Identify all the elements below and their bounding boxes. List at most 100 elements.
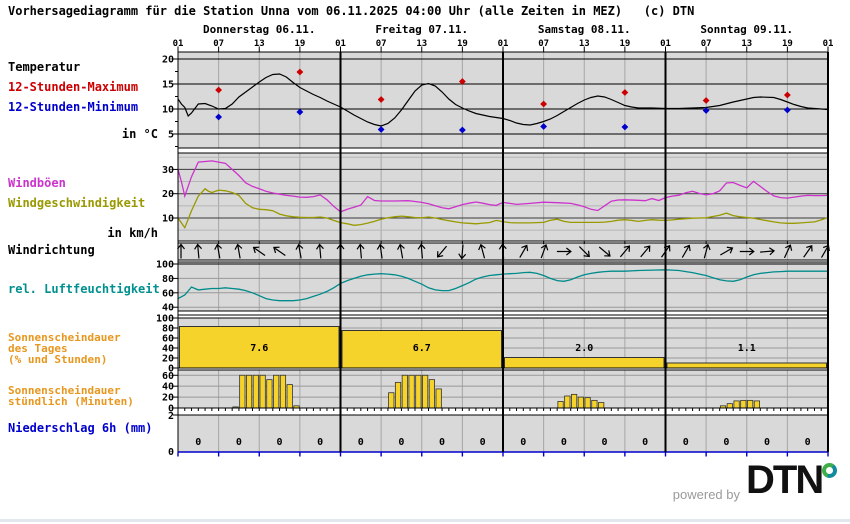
wind-direction-arrow bbox=[458, 244, 467, 260]
sun-hourly-bar bbox=[401, 374, 408, 409]
temp-max-marker bbox=[458, 78, 466, 85]
humidity-curve bbox=[177, 269, 828, 302]
page-title: Vorhersagediagramm für die Station Unna … bbox=[8, 4, 695, 18]
label-sun-daily-2: des Tages bbox=[8, 342, 68, 355]
sun-hourly-bar bbox=[598, 402, 605, 409]
temp-max-marker bbox=[540, 100, 548, 108]
precip-ytick-label: 0 bbox=[168, 447, 174, 458]
sun-daily-bar bbox=[179, 326, 340, 369]
sun-hourly-bar bbox=[740, 399, 747, 409]
wind-direction-arrow bbox=[703, 243, 711, 259]
hour-label: 19 bbox=[782, 39, 793, 49]
sun-hourly-bar bbox=[571, 393, 578, 409]
wind-direction-arrow bbox=[177, 243, 185, 259]
wind-direction-arrow bbox=[681, 244, 691, 258]
label-sun-daily-1: Sonnenscheindauer bbox=[8, 331, 121, 344]
precip-cell-value: 0 bbox=[561, 437, 567, 448]
sun-hourly-ytick-label: 0 bbox=[168, 404, 174, 415]
temp-min-marker bbox=[783, 106, 791, 114]
sun-hourly-bar bbox=[394, 381, 402, 409]
sun-daily-bar-label: 1.1 bbox=[738, 343, 756, 354]
wind-direction-arrow bbox=[760, 247, 776, 256]
sun-hourly-bar bbox=[753, 400, 760, 409]
precip-cell-value: 0 bbox=[277, 437, 283, 448]
sun-daily-ytick-label: 100 bbox=[156, 314, 174, 325]
sun-hourly-ytick-label: 20 bbox=[162, 393, 174, 404]
sun-hourly-bar bbox=[428, 379, 435, 409]
sun-daily-ytick-label: 0 bbox=[168, 364, 174, 375]
sun-hourly-bar bbox=[279, 374, 287, 409]
wind-direction-arrow bbox=[194, 243, 203, 259]
wind-direction-arrow bbox=[356, 243, 365, 259]
sun-daily-ytick-label: 80 bbox=[162, 324, 174, 335]
temp-min-marker bbox=[621, 123, 629, 131]
wind-direction-arrow bbox=[214, 243, 223, 259]
wind-direction-arrow bbox=[598, 246, 611, 257]
sun-daily-ytick-label: 60 bbox=[162, 334, 174, 345]
temperature-curve bbox=[177, 73, 829, 127]
sun-hourly-bar bbox=[726, 403, 733, 409]
time-axis: Donnerstag 06.11. Freitag 07.11. Samstag 0… bbox=[173, 23, 833, 52]
sun-hourly-bar bbox=[408, 374, 415, 409]
bottom-divider bbox=[0, 519, 850, 522]
precip-cell-value: 0 bbox=[602, 437, 608, 448]
temp-max-marker bbox=[377, 96, 385, 103]
wind-direction-arrow bbox=[396, 243, 405, 259]
sun-hourly-bar bbox=[286, 384, 293, 409]
temp-max-marker bbox=[215, 86, 223, 94]
label-wind-unit: in km/h bbox=[107, 226, 158, 240]
day-label: Samstag 08.11. bbox=[538, 23, 631, 36]
wind-direction-arrow bbox=[478, 243, 486, 259]
sun-daily-ytick-label: 20 bbox=[162, 354, 174, 365]
wind-direction-arrow bbox=[578, 246, 590, 258]
precip-cell-value: 0 bbox=[480, 437, 486, 448]
precip-cell-value: 0 bbox=[358, 437, 364, 448]
sun-hourly-bar bbox=[259, 374, 266, 409]
precip-cell-value: 0 bbox=[642, 437, 648, 448]
wind-direction-arrow bbox=[739, 247, 755, 256]
precip-cell-value: 0 bbox=[195, 437, 201, 448]
precip-cell-value: 0 bbox=[683, 437, 689, 448]
sun-hourly-bar bbox=[747, 399, 754, 409]
sun-hourly-bar bbox=[422, 374, 429, 409]
hour-label: 19 bbox=[294, 39, 305, 49]
sun-daily-bar bbox=[504, 357, 665, 369]
windgeschwindigkeit-curve bbox=[177, 187, 829, 230]
wind-direction-arrow bbox=[720, 246, 734, 256]
temp-min-marker bbox=[458, 126, 466, 134]
day-label: Sonntag 09.11. bbox=[700, 23, 793, 36]
humidity-ytick-label: 100 bbox=[156, 260, 174, 271]
wind-direction-arrow bbox=[436, 245, 448, 258]
powered-by-text: powered by bbox=[672, 487, 740, 502]
sun-hourly-ytick-label: 60 bbox=[162, 371, 174, 382]
precip-cell-value: 0 bbox=[439, 437, 445, 448]
humidity-ytick-label: 60 bbox=[162, 288, 174, 299]
precip-cell-value: 0 bbox=[236, 437, 242, 448]
label-sun-daily-3: (% und Stunden) bbox=[8, 353, 108, 366]
wind-direction-arrow bbox=[315, 243, 324, 259]
sun-hourly-bar bbox=[435, 388, 442, 409]
hour-label: 13 bbox=[254, 39, 265, 49]
temp-min-marker bbox=[702, 107, 710, 114]
sun-daily-bar-label: 2.0 bbox=[575, 343, 593, 354]
wind-direction-arrow bbox=[273, 246, 286, 257]
hour-label: 07 bbox=[376, 39, 387, 49]
wind-direction-arrow bbox=[519, 244, 529, 258]
precip-cell-value: 0 bbox=[764, 437, 770, 448]
wind-direction-arrow bbox=[640, 245, 651, 258]
wind-direction-arrow bbox=[783, 244, 793, 259]
temp-ytick-label: 20 bbox=[162, 55, 174, 66]
sun-daily-bar-label: 6.7 bbox=[413, 343, 431, 354]
label-windboen: Windböen bbox=[8, 176, 66, 190]
hour-label: 07 bbox=[701, 39, 712, 49]
hour-label: 19 bbox=[457, 39, 468, 49]
wind-direction-strip bbox=[177, 243, 830, 260]
sun-hourly-bar bbox=[733, 400, 740, 409]
temp-min-marker bbox=[296, 108, 304, 116]
hour-label: 07 bbox=[213, 39, 224, 49]
sun-daily-ytick-label: 40 bbox=[162, 344, 174, 355]
hour-label: 13 bbox=[579, 39, 590, 49]
precip-ytick-label: 2 bbox=[168, 411, 174, 422]
windboen-curve bbox=[177, 160, 829, 213]
wind-ytick-label: 30 bbox=[162, 165, 174, 176]
